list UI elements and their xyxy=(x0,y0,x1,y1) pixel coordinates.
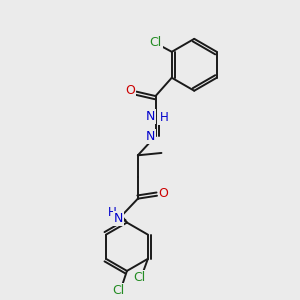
Text: N: N xyxy=(146,130,155,142)
Text: Cl: Cl xyxy=(149,37,162,50)
Text: Cl: Cl xyxy=(134,271,146,284)
Text: N: N xyxy=(146,110,155,123)
Text: H: H xyxy=(108,206,117,219)
Text: O: O xyxy=(125,84,135,97)
Text: N: N xyxy=(114,212,123,225)
Text: Cl: Cl xyxy=(112,284,125,298)
Text: O: O xyxy=(159,188,168,200)
Text: H: H xyxy=(159,111,168,124)
